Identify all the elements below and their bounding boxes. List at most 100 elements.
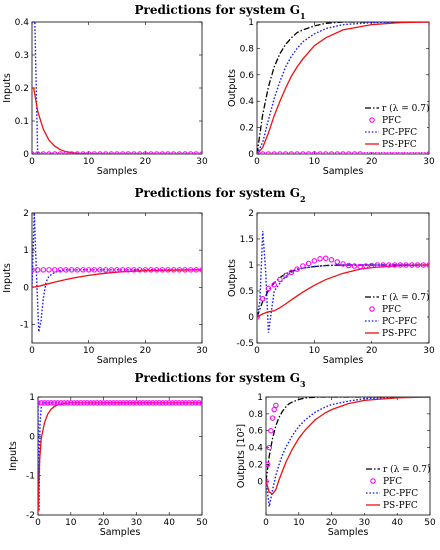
legend-box [363,289,427,341]
data-point [54,400,61,406]
x-tick-label: 10 [309,346,321,356]
data-point [173,400,179,406]
data-point [420,262,427,268]
data-point [131,151,137,154]
x-tick-label: 0 [29,157,35,167]
data-point [38,400,41,406]
data-point [176,267,183,273]
data-point [32,267,35,273]
y-tick-label: -0.5 [236,339,254,349]
data-point [123,400,130,406]
legend-label-ps: PS-PFC [382,140,417,150]
data-point [64,400,71,406]
data-point [91,151,98,154]
legend: r (λ = 0.7) PFC PC-PFC PS-PFC [363,100,429,152]
data-point [91,267,98,273]
x-tick-label: 40 [163,518,175,528]
data-point [74,400,81,406]
data-point [328,257,335,263]
data-point [311,258,318,264]
title-text: Predictions for system G [134,371,299,385]
title-subscript: 3 [300,379,306,389]
y-tick-label: 0 [23,150,29,160]
x-axis-label: Samples [323,355,364,366]
x-tick-label: 30 [423,346,435,356]
data-point [269,415,276,421]
series-pfc-markers [266,402,279,485]
y-tick-label: 1 [23,246,29,256]
data-point [380,262,386,268]
data-point [294,266,300,272]
data-point [46,267,52,273]
series-pfc-markers [32,151,202,154]
data-point [397,262,404,268]
data-point [192,400,199,406]
data-point [403,262,409,268]
data-point [426,262,429,268]
y-tick-label: 0.2 [240,124,254,134]
data-point [282,272,289,279]
series-group [38,400,202,514]
data-point [108,267,115,273]
data-point [38,400,45,406]
data-point [68,267,75,273]
data-point [34,267,41,273]
data-point [97,267,103,273]
x-tick-label: 10 [83,346,95,356]
data-point [305,151,312,154]
legend-label-r: r (λ = 0.7) [382,292,429,303]
data-point [189,400,195,406]
x-tick-label: 40 [391,518,403,528]
data-point [165,267,171,273]
data-point [288,151,295,154]
data-point [97,151,103,154]
data-point [87,400,94,406]
panel-title-3: Predictions for system G3 [134,371,305,389]
data-point [257,314,260,320]
x-tick-label: 20 [140,157,152,167]
data-point [311,151,318,154]
data-point [199,400,202,406]
data-point [81,400,87,406]
legend-label-pfc: PFC [382,116,401,126]
data-point [148,267,154,273]
y-tick-label: -1 [20,320,29,330]
data-point [156,400,163,406]
data-point [182,400,189,406]
data-point [374,262,381,268]
series-ps-line [266,397,430,495]
data-point [85,151,92,154]
data-point [345,262,352,269]
data-point [127,400,133,406]
data-point [110,400,117,406]
x-tick-label: 0 [29,346,35,356]
data-point [136,400,143,406]
data-point [259,151,266,154]
y-tick-label: 0.6 [240,71,255,81]
series-pc-line [257,22,429,154]
y-axis-label: Outputs [227,259,238,297]
series-pc-line [257,231,429,333]
data-point [58,400,64,406]
data-point [113,400,120,406]
data-point [102,151,109,154]
x-tick-label: 10 [65,518,77,528]
data-point [94,400,100,406]
data-point [259,296,266,302]
data-point [159,151,166,154]
y-tick-label: 0.4 [240,97,255,107]
y-tick-label: 0.3 [15,51,29,61]
legend-marker-pfc [370,478,376,484]
legend-label-pfc: PFC [383,477,402,487]
chart-6: 0 10 20 30 40 50 0 0.2 0.4 0.6 0.8 1 Samples Outputs … [236,393,436,538]
data-point [120,400,127,406]
data-point [51,267,58,273]
data-point [182,151,188,154]
x-tick-label: 20 [326,518,338,528]
data-point [68,400,74,406]
x-axis-label: Samples [97,355,138,366]
data-point [148,151,154,154]
data-point [71,400,77,406]
data-point [357,263,363,270]
title-subscript: 2 [300,194,306,204]
